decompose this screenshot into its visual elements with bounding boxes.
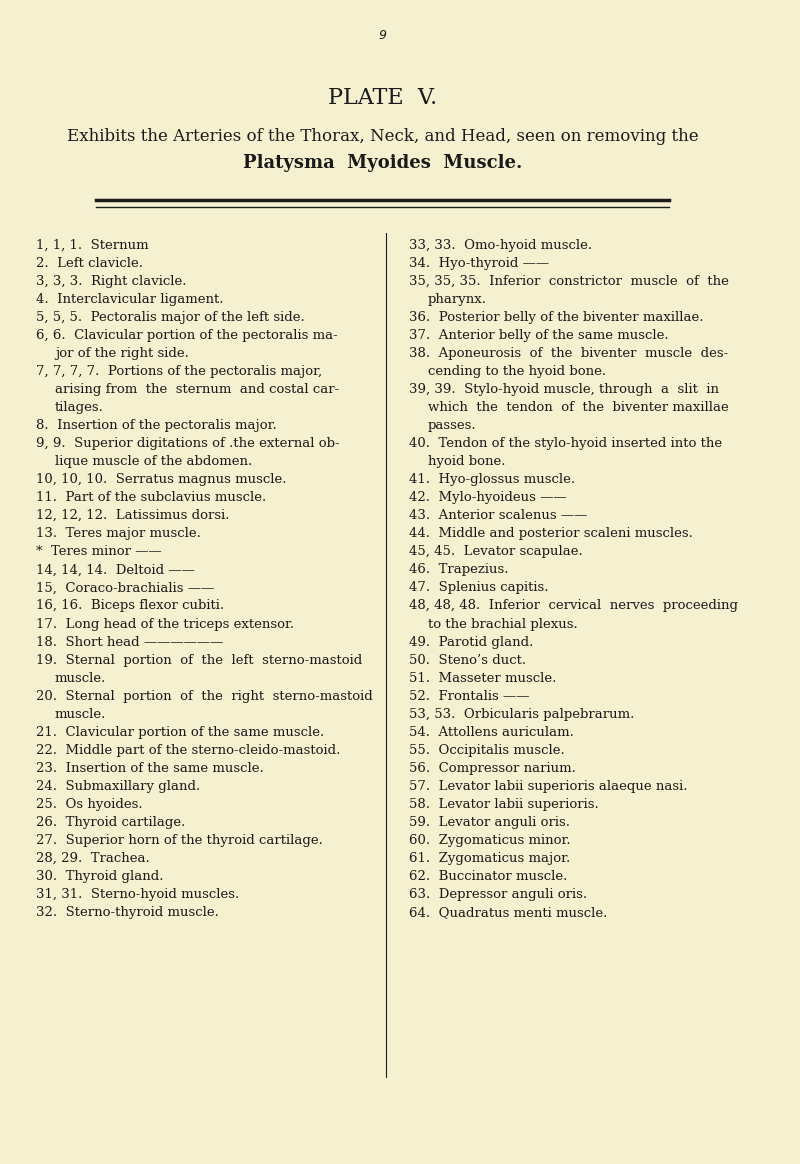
Text: 42.  Mylo-hyoideus ——: 42. Mylo-hyoideus —— <box>409 491 566 504</box>
Text: arising from  the  sternum  and costal car-: arising from the sternum and costal car- <box>54 383 339 396</box>
Text: pharynx.: pharynx. <box>428 292 486 306</box>
Text: 47.  Splenius capitis.: 47. Splenius capitis. <box>409 581 549 595</box>
Text: passes.: passes. <box>428 419 476 432</box>
Text: 46.  Trapezius.: 46. Trapezius. <box>409 563 509 576</box>
Text: cending to the hyoid bone.: cending to the hyoid bone. <box>428 364 606 378</box>
Text: 21.  Clavicular portion of the same muscle.: 21. Clavicular portion of the same muscl… <box>36 725 324 739</box>
Text: 55.  Occipitalis muscle.: 55. Occipitalis muscle. <box>409 744 565 757</box>
Text: 20.  Sternal  portion  of  the  right  sterno-mastoid: 20. Sternal portion of the right sterno-… <box>36 689 373 703</box>
Text: lique muscle of the abdomen.: lique muscle of the abdomen. <box>54 455 252 468</box>
Text: *  Teres minor ——: * Teres minor —— <box>36 545 162 559</box>
Text: 10, 10, 10.  Serratus magnus muscle.: 10, 10, 10. Serratus magnus muscle. <box>36 473 286 487</box>
Text: 30.  Thyroid gland.: 30. Thyroid gland. <box>36 870 163 883</box>
Text: 62.  Buccinator muscle.: 62. Buccinator muscle. <box>409 870 567 883</box>
Text: hyoid bone.: hyoid bone. <box>428 455 506 468</box>
Text: muscle.: muscle. <box>54 708 106 721</box>
Text: 8.  Insertion of the pectoralis major.: 8. Insertion of the pectoralis major. <box>36 419 277 432</box>
Text: 25.  Os hyoides.: 25. Os hyoides. <box>36 797 142 811</box>
Text: 32.  Sterno-thyroid muscle.: 32. Sterno-thyroid muscle. <box>36 906 219 920</box>
Text: 56.  Compressor narium.: 56. Compressor narium. <box>409 761 576 775</box>
Text: 61.  Zygomaticus major.: 61. Zygomaticus major. <box>409 852 570 865</box>
Text: 17.  Long head of the triceps extensor.: 17. Long head of the triceps extensor. <box>36 617 294 631</box>
Text: 60.  Zygomaticus minor.: 60. Zygomaticus minor. <box>409 833 570 847</box>
Text: tilages.: tilages. <box>54 400 104 414</box>
Text: 18.  Short head ——————: 18. Short head —————— <box>36 636 223 648</box>
Text: 33, 33.  Omo-hyoid muscle.: 33, 33. Omo-hyoid muscle. <box>409 239 592 251</box>
Text: 53, 53.  Orbicularis palpebrarum.: 53, 53. Orbicularis palpebrarum. <box>409 708 634 721</box>
Text: 11.  Part of the subclavius muscle.: 11. Part of the subclavius muscle. <box>36 491 266 504</box>
Text: 59.  Levator anguli oris.: 59. Levator anguli oris. <box>409 816 570 829</box>
Text: 34.  Hyo-thyroid ——: 34. Hyo-thyroid —— <box>409 256 549 270</box>
Text: Platysma  Myoides  Muscle.: Platysma Myoides Muscle. <box>243 154 522 171</box>
Text: 37.  Anterior belly of the same muscle.: 37. Anterior belly of the same muscle. <box>409 328 669 342</box>
Text: 35, 35, 35.  Inferior  constrictor  muscle  of  the: 35, 35, 35. Inferior constrictor muscle … <box>409 275 729 288</box>
Text: 54.  Attollens auriculam.: 54. Attollens auriculam. <box>409 725 574 739</box>
Text: 39, 39.  Stylo-hyoid muscle, through  a  slit  in: 39, 39. Stylo-hyoid muscle, through a sl… <box>409 383 719 396</box>
Text: 7, 7, 7, 7.  Portions of the pectoralis major,: 7, 7, 7, 7. Portions of the pectoralis m… <box>36 364 322 378</box>
Text: 52.  Frontalis ——: 52. Frontalis —— <box>409 689 530 703</box>
Text: 9, 9.  Superior digitations of .the external ob-: 9, 9. Superior digitations of .the exter… <box>36 436 339 450</box>
Text: which  the  tendon  of  the  biventer maxillae: which the tendon of the biventer maxilla… <box>428 400 729 414</box>
Text: 58.  Levator labii superioris.: 58. Levator labii superioris. <box>409 797 598 811</box>
Text: 12, 12, 12.  Latissimus dorsi.: 12, 12, 12. Latissimus dorsi. <box>36 509 230 523</box>
Text: 13.  Teres major muscle.: 13. Teres major muscle. <box>36 527 201 540</box>
Text: 36.  Posterior belly of the biventer maxillae.: 36. Posterior belly of the biventer maxi… <box>409 311 703 324</box>
Text: 41.  Hyo-glossus muscle.: 41. Hyo-glossus muscle. <box>409 473 575 487</box>
Text: to the brachial plexus.: to the brachial plexus. <box>428 617 578 631</box>
Text: 4.  Interclavicular ligament.: 4. Interclavicular ligament. <box>36 292 223 306</box>
Text: 44.  Middle and posterior scaleni muscles.: 44. Middle and posterior scaleni muscles… <box>409 527 693 540</box>
Text: 57.  Levator labii superioris alaeque nasi.: 57. Levator labii superioris alaeque nas… <box>409 780 687 793</box>
Text: 23.  Insertion of the same muscle.: 23. Insertion of the same muscle. <box>36 761 264 775</box>
Text: 63.  Depressor anguli oris.: 63. Depressor anguli oris. <box>409 888 587 901</box>
Text: 24.  Submaxillary gland.: 24. Submaxillary gland. <box>36 780 200 793</box>
Text: 22.  Middle part of the sterno-cleido-mastoid.: 22. Middle part of the sterno-cleido-mas… <box>36 744 340 757</box>
Text: 2.  Left clavicle.: 2. Left clavicle. <box>36 256 143 270</box>
Text: 26.  Thyroid cartilage.: 26. Thyroid cartilage. <box>36 816 186 829</box>
Text: Exhibits the Arteries of the Thorax, Neck, and Head, seen on removing the: Exhibits the Arteries of the Thorax, Nec… <box>66 128 698 146</box>
Text: 51.  Masseter muscle.: 51. Masseter muscle. <box>409 672 556 684</box>
Text: 16, 16.  Biceps flexor cubiti.: 16, 16. Biceps flexor cubiti. <box>36 599 224 612</box>
Text: 6, 6.  Clavicular portion of the pectoralis ma-: 6, 6. Clavicular portion of the pectoral… <box>36 328 338 342</box>
Text: 31, 31.  Sterno-hyoid muscles.: 31, 31. Sterno-hyoid muscles. <box>36 888 239 901</box>
Text: jor of the right side.: jor of the right side. <box>54 347 189 360</box>
Text: 49.  Parotid gland.: 49. Parotid gland. <box>409 636 534 648</box>
Text: PLATE  V.: PLATE V. <box>328 87 437 109</box>
Text: 48, 48, 48.  Inferior  cervical  nerves  proceeding: 48, 48, 48. Inferior cervical nerves pro… <box>409 599 738 612</box>
Text: 19.  Sternal  portion  of  the  left  sterno-mastoid: 19. Sternal portion of the left sterno-m… <box>36 653 362 667</box>
Text: 28, 29.  Trachea.: 28, 29. Trachea. <box>36 852 150 865</box>
Text: 1, 1, 1.  Sternum: 1, 1, 1. Sternum <box>36 239 149 251</box>
Text: 3, 3, 3.  Right clavicle.: 3, 3, 3. Right clavicle. <box>36 275 186 288</box>
Text: 27.  Superior horn of the thyroid cartilage.: 27. Superior horn of the thyroid cartila… <box>36 833 323 847</box>
Text: 5, 5, 5.  Pectoralis major of the left side.: 5, 5, 5. Pectoralis major of the left si… <box>36 311 305 324</box>
Text: 14, 14, 14.  Deltoid ——: 14, 14, 14. Deltoid —— <box>36 563 195 576</box>
Text: 43.  Anterior scalenus ——: 43. Anterior scalenus —— <box>409 509 587 523</box>
Text: 40.  Tendon of the stylo-hyoid inserted into the: 40. Tendon of the stylo-hyoid inserted i… <box>409 436 722 450</box>
Text: 38.  Aponeurosis  of  the  biventer  muscle  des-: 38. Aponeurosis of the biventer muscle d… <box>409 347 728 360</box>
Text: 15,  Coraco-brachialis ——: 15, Coraco-brachialis —— <box>36 581 214 595</box>
Text: 9: 9 <box>378 29 386 42</box>
Text: 50.  Steno’s duct.: 50. Steno’s duct. <box>409 653 526 667</box>
Text: 64.  Quadratus menti muscle.: 64. Quadratus menti muscle. <box>409 906 607 920</box>
Text: muscle.: muscle. <box>54 672 106 684</box>
Text: 45, 45.  Levator scapulae.: 45, 45. Levator scapulae. <box>409 545 582 559</box>
